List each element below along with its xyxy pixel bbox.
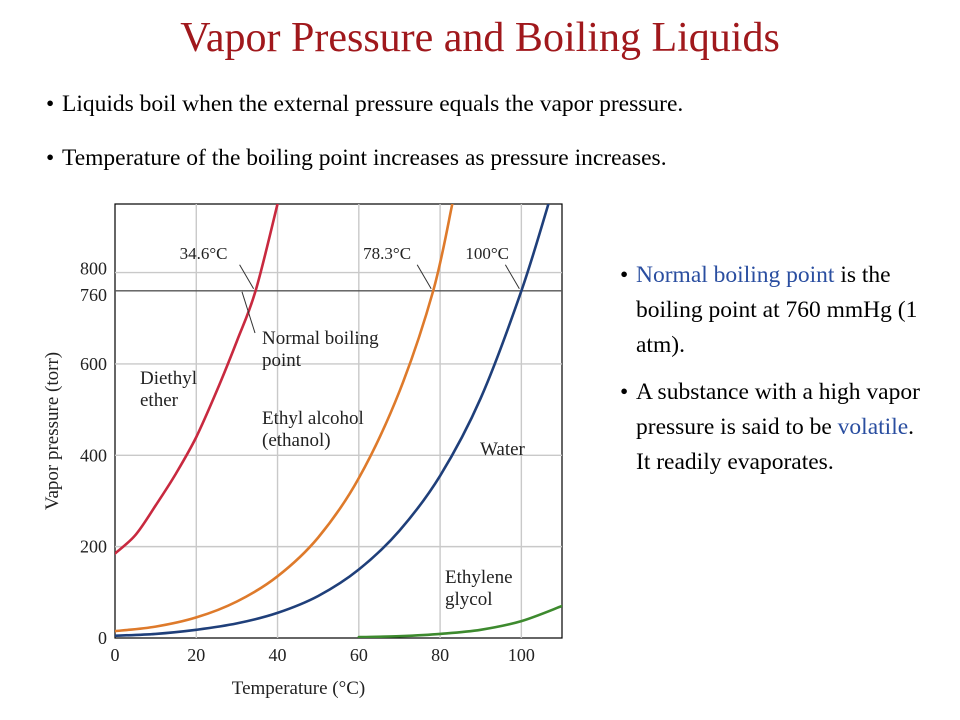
x-axis-title: Temperature (°C) [232, 678, 365, 699]
series-label-diethyl-ether: ether [140, 390, 179, 411]
bullet-text: Liquids boil when the external pressure … [62, 91, 684, 117]
reference-line-label: point [262, 350, 302, 371]
top-bullet-list: • Liquids boil when the external pressur… [46, 88, 946, 196]
y-tick-label: 760 [80, 285, 107, 305]
tick-layer: 0 20 40 60 80 100 0 200 400 600 760 800 [80, 259, 535, 665]
grid-layer [115, 204, 562, 638]
boiling-point-label: 78.3°C [363, 244, 411, 263]
x-tick-label: 20 [187, 645, 205, 665]
side-bullet-item: • Normal boiling point is the boiling po… [620, 258, 920, 363]
series-line-ethylene-glycol [357, 604, 562, 638]
top-bullet-item: • Liquids boil when the external pressur… [46, 88, 946, 120]
y-tick-label: 400 [80, 445, 107, 465]
series-line-ethanol [115, 204, 454, 633]
x-tick-label: 60 [350, 645, 368, 665]
series-layer [115, 204, 562, 638]
series-label-ethanol: Ethyl alcohol [262, 408, 364, 429]
bullet-text: Temperature of the boiling point increas… [62, 145, 667, 171]
bullet-dot: • [46, 145, 55, 171]
bullet-text: A substance with a high vapor pressure i… [636, 379, 920, 440]
y-tick-label: 600 [80, 354, 107, 374]
series-label-ethanol: (ethanol) [262, 430, 331, 451]
y-tick-label: 0 [98, 628, 107, 648]
series-label-ethylene-glycol: Ethylene [445, 567, 513, 588]
bullet-dot: • [46, 91, 55, 117]
x-tick-label: 100 [508, 645, 535, 665]
series-label-water: Water [480, 439, 526, 460]
side-bullet-list: • Normal boiling point is the boiling po… [620, 258, 920, 492]
boiling-point-pointer [504, 264, 520, 290]
series-line-water [115, 204, 550, 637]
top-bullet-item: • Temperature of the boiling point incre… [46, 142, 946, 174]
slide-title: Vapor Pressure and Boiling Liquids [180, 15, 780, 61]
x-tick-label: 80 [431, 645, 449, 665]
series-label-ethylene-glycol: glycol [445, 589, 493, 610]
vapor-pressure-chart: Diethyl ether Ethyl alcohol (ethanol) Water E… [30, 192, 590, 712]
series-line-diethyl-ether [115, 204, 279, 555]
x-tick-label: 40 [269, 645, 287, 665]
bullet-text: is the boiling point at 760 mmHg (1 atm)… [636, 262, 918, 358]
boiling-point-label: 34.6°C [180, 244, 228, 263]
x-tick-label: 0 [111, 645, 120, 665]
series-label-diethyl-ether: Diethyl [140, 368, 197, 389]
reference-label-pointer [241, 291, 256, 334]
y-tick-label: 200 [80, 537, 107, 557]
side-bullet-item: • A substance with a high vapor pressure… [620, 375, 920, 480]
plot-frame [114, 203, 563, 639]
boiling-point-pointer [239, 264, 255, 290]
bullet-dot: • [620, 379, 629, 405]
highlight-term: volatile [837, 414, 909, 440]
y-axis-title: Vapor pressure (torr) [42, 352, 63, 510]
highlight-term: Normal boiling point [636, 262, 835, 288]
y-tick-label: 800 [80, 259, 107, 279]
boiling-point-pointer [416, 264, 432, 290]
bullet-dot: • [620, 262, 629, 288]
boiling-point-label: 100°C [465, 244, 509, 263]
reference-line-label: Normal boiling [262, 328, 379, 349]
bullet-text: . It readily evaporates. [636, 414, 915, 475]
